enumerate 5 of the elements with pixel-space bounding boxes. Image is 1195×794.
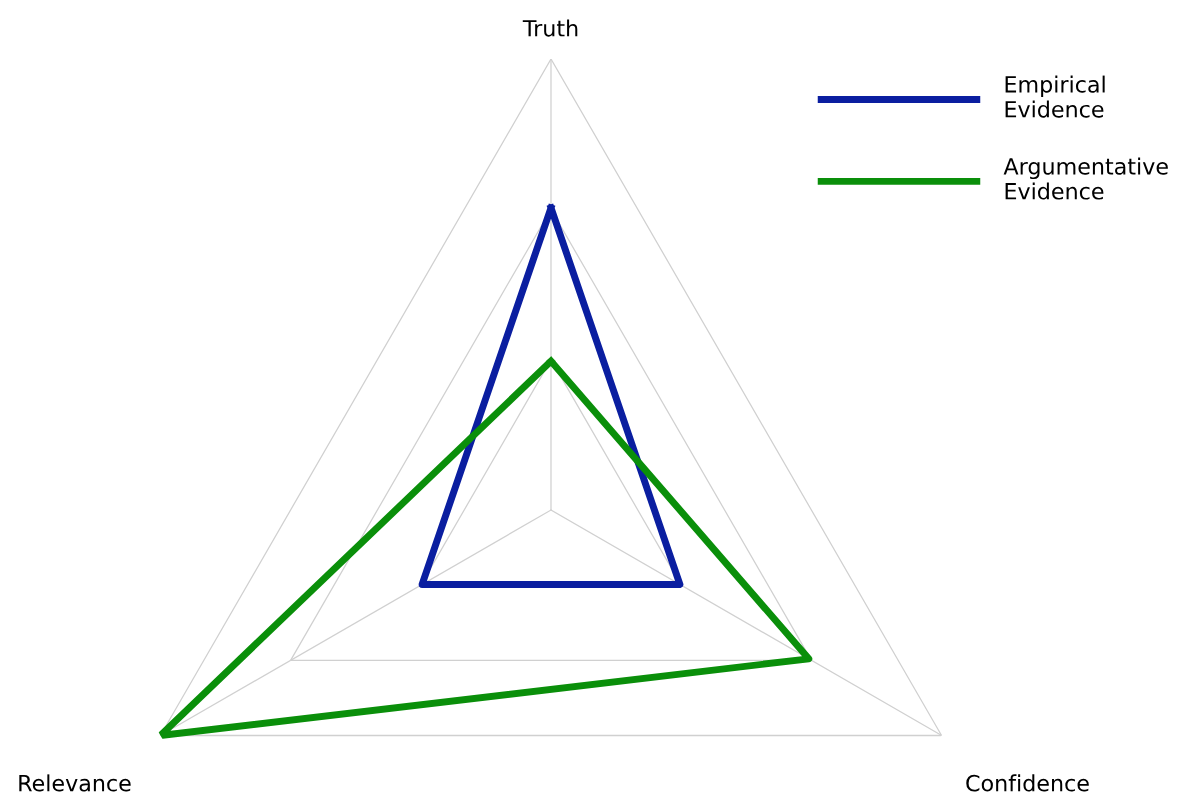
- spoke-label: Truth: [522, 19, 578, 37]
- text: Argumentative Evidence: [1003, 157, 1168, 200]
- text: Empirical Evidence: [1005, 75, 1105, 118]
- spoke-label: Confidence: [966, 774, 1089, 792]
- spoke-label: Relevance: [19, 774, 131, 792]
